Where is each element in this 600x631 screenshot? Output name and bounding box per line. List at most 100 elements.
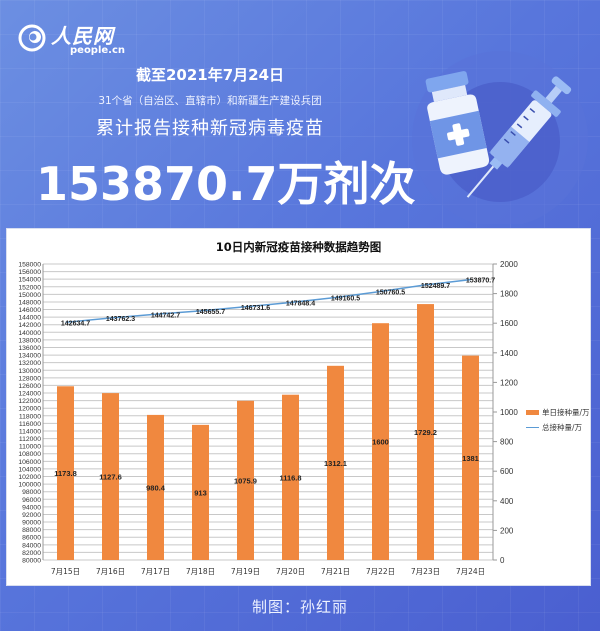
left-axis-tick: 130000 xyxy=(18,368,41,375)
left-axis-tick: 92000 xyxy=(22,512,41,519)
x-axis-label: 7月17日 xyxy=(141,567,170,576)
left-axis-tick: 158000 xyxy=(18,262,41,269)
line-value-label: 153870.7 xyxy=(466,278,495,285)
x-axis-label: 7月24日 xyxy=(456,567,485,576)
bar-daily xyxy=(147,414,164,560)
left-axis-tick: 82000 xyxy=(22,550,41,557)
region-subtitle: 31个省（自治区、直辖市）和新疆生产建设兵团 xyxy=(98,95,322,107)
total-doses: 153870.7万剂次 xyxy=(36,157,416,211)
right-axis-tick: 800 xyxy=(500,438,514,447)
chart-panel: 10日内新冠疫苗接种数据趋势图 80000 82000 84000 86000 8800… xyxy=(6,228,591,586)
legend-item-total: 总接种量/万 xyxy=(526,420,596,435)
left-axis-tick: 136000 xyxy=(18,345,41,352)
left-axis-tick: 138000 xyxy=(18,337,41,344)
x-axis-label: 7月19日 xyxy=(231,567,260,576)
line-value-label: 146731.6 xyxy=(241,305,270,312)
line-value-label: 144742.7 xyxy=(151,312,180,319)
left-axis-tick: 80000 xyxy=(22,558,41,565)
right-axis-tick: 600 xyxy=(500,467,514,476)
left-axis-tick: 154000 xyxy=(18,277,41,284)
left-axis-tick: 86000 xyxy=(22,535,41,542)
left-axis-tick: 84000 xyxy=(22,542,41,549)
bar-value-label: 1312.1 xyxy=(324,459,347,468)
bar-daily xyxy=(102,393,119,560)
legend-label-daily: 单日接种量/万 xyxy=(542,408,590,417)
bar-daily xyxy=(282,394,299,560)
left-axis-tick: 146000 xyxy=(18,307,41,314)
x-axis-label: 7月22日 xyxy=(366,567,395,576)
people-logo-icon xyxy=(18,24,46,52)
chart-credit: 制图：孙红丽 xyxy=(251,598,348,616)
left-axis-tick: 142000 xyxy=(18,322,41,329)
left-axis-tick: 88000 xyxy=(22,527,41,534)
combo-chart: 8000082000840008600088000900009200094000… xyxy=(18,260,518,576)
left-axis-tick: 150000 xyxy=(18,292,41,299)
left-axis-tick: 104000 xyxy=(18,466,41,473)
bar-value-label: 1173.8 xyxy=(54,469,77,478)
right-axis-tick: 1000 xyxy=(500,408,518,417)
right-axis-tick: 0 xyxy=(500,556,505,565)
headline: 累计报告接种新冠病毒疫苗 xyxy=(96,118,324,139)
vaccine-illustration xyxy=(412,51,588,224)
right-axis-tick: 1600 xyxy=(500,319,518,328)
x-axis-label: 7月15日 xyxy=(51,567,80,576)
bar-value-label: 1127.6 xyxy=(99,473,122,482)
bar-daily xyxy=(192,424,209,560)
left-axis-tick: 132000 xyxy=(18,360,41,367)
left-axis-tick: 122000 xyxy=(18,398,41,405)
logo-text-cn: 人民网 xyxy=(51,24,114,48)
legend-label-total: 总接种量/万 xyxy=(542,423,583,432)
left-axis-tick: 116000 xyxy=(19,421,41,428)
chart-title: 10日内新冠疫苗接种数据趋势图 xyxy=(215,240,382,254)
bar-daily xyxy=(372,323,389,560)
x-axis-label: 7月21日 xyxy=(321,567,350,576)
left-axis-tick: 102000 xyxy=(18,474,41,481)
left-axis-tick: 100000 xyxy=(18,482,41,489)
left-axis-tick: 118000 xyxy=(19,413,41,420)
x-axis-label: 7月20日 xyxy=(276,567,305,576)
left-axis-tick: 110000 xyxy=(19,444,41,451)
x-axis-label: 7月18日 xyxy=(186,567,215,576)
logo-text-en: people.cn xyxy=(70,45,126,56)
bar-value-label: 1600 xyxy=(372,438,389,447)
line-value-label: 150760.5 xyxy=(376,289,405,296)
line-value-label: 152489.7 xyxy=(421,283,450,290)
as-of-date: 截至2021年7月24日 xyxy=(135,66,285,84)
x-axis-label: 7月23日 xyxy=(411,567,440,576)
left-axis-tick: 96000 xyxy=(22,497,41,504)
bar-value-label: 1381 xyxy=(462,454,479,463)
bar-value-label: 980.4 xyxy=(146,483,166,492)
legend-line-swatch xyxy=(526,426,539,429)
left-axis-tick: 148000 xyxy=(18,299,41,306)
right-axis-tick: 1800 xyxy=(500,290,518,299)
left-axis-tick: 126000 xyxy=(18,383,41,390)
left-axis-tick: 124000 xyxy=(18,391,41,398)
left-axis-tick: 108000 xyxy=(18,451,41,458)
right-axis-tick: 1200 xyxy=(500,378,518,387)
line-value-label: 145655.7 xyxy=(196,309,225,316)
left-axis-tick: 114000 xyxy=(19,428,41,435)
bar-daily xyxy=(327,365,344,560)
bar-value-label: 1075.9 xyxy=(234,476,257,485)
left-axis-tick: 90000 xyxy=(22,520,41,527)
right-axis-tick: 1400 xyxy=(500,349,518,358)
bar-daily xyxy=(57,386,74,560)
left-axis-tick: 128000 xyxy=(18,375,41,382)
left-axis-tick: 152000 xyxy=(18,284,41,291)
right-axis-tick: 400 xyxy=(500,497,514,506)
left-axis-tick: 98000 xyxy=(22,489,41,496)
legend-bar-swatch xyxy=(526,410,539,415)
right-axis-tick: 200 xyxy=(500,526,514,535)
left-axis-tick: 144000 xyxy=(18,315,41,322)
line-value-label: 149160.5 xyxy=(331,296,360,303)
left-axis-tick: 106000 xyxy=(18,459,41,466)
line-value-label: 147848.4 xyxy=(286,301,315,308)
x-axis-label: 7月16日 xyxy=(96,567,125,576)
line-total xyxy=(65,278,471,324)
bar-value-label: 913 xyxy=(194,488,207,497)
legend-item-daily: 单日接种量/万 xyxy=(526,405,596,420)
syringe-icon xyxy=(466,76,572,198)
left-axis-tick: 120000 xyxy=(18,406,41,413)
vaccine-vial-icon xyxy=(425,71,490,175)
left-axis-tick: 94000 xyxy=(22,504,41,511)
